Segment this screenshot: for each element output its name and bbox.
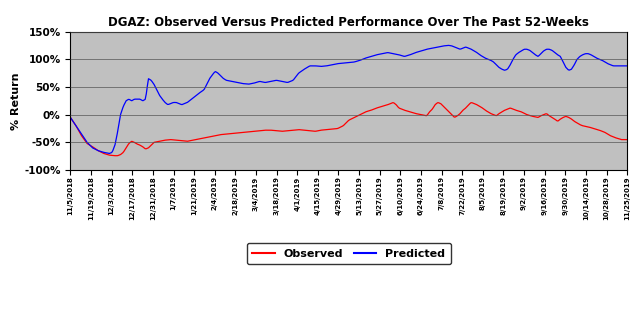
Predicted (335, 62, 343, 66)
Predicted (67, 116, 74, 119)
Observed (369, 108, 376, 112)
Observed (111, 154, 119, 158)
Predicted (525, 48, 533, 52)
Observed (332, 127, 340, 131)
Line: Observed: Observed (70, 103, 627, 156)
Predicted (399, 54, 407, 58)
Observed (389, 101, 397, 105)
Observed (335, 126, 343, 129)
Predicted (369, 54, 376, 58)
Title: DGAZ: Observed Versus Predicted Performance Over The Past 52-Weeks: DGAZ: Observed Versus Predicted Performa… (108, 16, 589, 29)
Observed (623, 138, 631, 141)
Predicted (623, 64, 631, 68)
Line: Predicted: Predicted (70, 45, 627, 153)
Predicted (612, 64, 620, 68)
Legend: Observed, Predicted: Observed, Predicted (247, 243, 451, 264)
Observed (612, 136, 620, 140)
Observed (400, 108, 408, 112)
Predicted (445, 43, 452, 47)
Observed (525, 113, 533, 117)
Predicted (106, 152, 113, 155)
Observed (67, 116, 74, 119)
Predicted (332, 62, 340, 66)
Y-axis label: % Return: % Return (12, 72, 21, 129)
